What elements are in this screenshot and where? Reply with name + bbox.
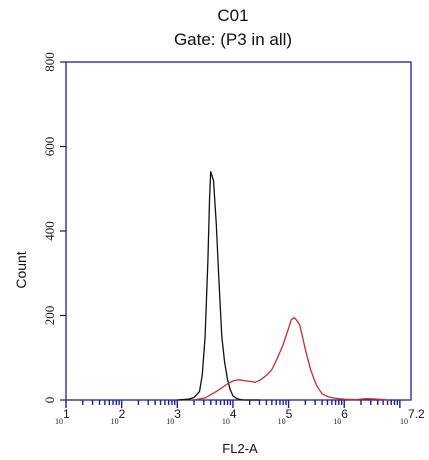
series-line-red <box>193 316 389 401</box>
y-tick-label: 400 <box>42 221 57 241</box>
x-tick-label-base: 10 <box>400 417 408 426</box>
chart-title: C01 <box>217 6 248 25</box>
series-line-black <box>177 171 260 401</box>
x-tick-label-exp: 1 <box>63 407 70 421</box>
x-tick-label-base: 10 <box>222 417 230 426</box>
x-tick-label-base: 10 <box>333 417 341 426</box>
y-axis-label: Count <box>13 251 29 288</box>
x-tick-label-exp: 4 <box>230 407 237 421</box>
x-tick-label-exp: 3 <box>174 407 181 421</box>
x-tick-label-exp: 6 <box>341 407 348 421</box>
x-tick-label-base: 10 <box>111 417 119 426</box>
x-tick-label-exp: 5 <box>286 407 293 421</box>
plot-frame <box>65 61 412 401</box>
y-tick-label: 800 <box>42 52 57 72</box>
y-tick-label: 0 <box>42 397 57 404</box>
x-tick-label-exp: 7.2 <box>408 407 425 421</box>
x-axis-label: FL2-A <box>222 441 258 456</box>
chart-subtitle: Gate: (P3 in all) <box>174 30 292 49</box>
x-tick-label-base: 10 <box>55 417 63 426</box>
y-tick-label: 600 <box>42 137 57 157</box>
y-tick-label: 200 <box>42 306 57 326</box>
x-tick-label-base: 10 <box>166 417 174 426</box>
x-tick-label-exp: 2 <box>119 407 126 421</box>
x-tick-label-base: 10 <box>278 417 286 426</box>
